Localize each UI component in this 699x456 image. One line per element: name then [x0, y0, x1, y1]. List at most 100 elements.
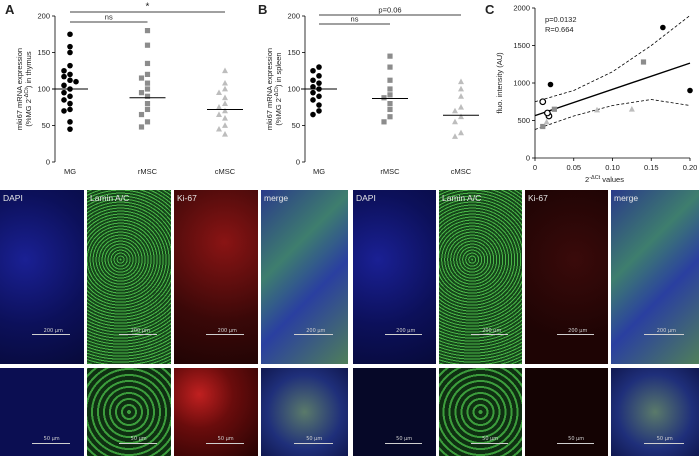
d-dapi-bottom: 50 μm — [0, 368, 84, 456]
data-point — [144, 60, 151, 67]
data-point — [316, 73, 322, 79]
data-point — [67, 106, 73, 113]
data-point — [216, 104, 222, 110]
data-point — [73, 78, 79, 85]
ci-upper-line — [534, 15, 691, 103]
data-point — [458, 113, 464, 120]
y-tick-label: 100 — [37, 85, 50, 94]
data-point — [67, 100, 73, 107]
y-axis-label: fluo. intensity (AU) — [495, 52, 504, 114]
data-point — [144, 86, 151, 92]
data-point — [67, 71, 73, 78]
e-lamin-bottom: 50 μm — [439, 368, 522, 456]
scale-bar-label: 200 μm — [130, 328, 150, 334]
micrograph-panel-d: DAPI 200 μm Lamin A/C 200 μm Ki-67 200 μm merg… — [0, 190, 348, 456]
e-dapi-top: DAPI 200 μm — [353, 190, 436, 364]
data-point — [628, 106, 635, 112]
scale-bar — [384, 443, 422, 444]
data-point — [61, 82, 67, 89]
data-point — [316, 108, 322, 114]
data-point — [387, 86, 393, 92]
data-point — [222, 100, 228, 106]
data-point — [222, 67, 228, 74]
data-point — [144, 101, 151, 107]
data-point — [381, 119, 387, 125]
data-point — [544, 109, 551, 117]
data-point — [67, 62, 73, 69]
scale-bar — [470, 443, 508, 444]
y-tick-label: 0 — [296, 158, 300, 167]
data-point — [547, 81, 554, 88]
data-point — [144, 119, 151, 125]
data-point — [387, 106, 393, 113]
y-axis-label-line1: mki67 mRNA expression — [15, 48, 24, 130]
data-point — [452, 107, 458, 114]
scale-bar-label: 50 μm — [306, 436, 323, 442]
channel-label: Lamin A/C — [90, 193, 130, 203]
data-point — [458, 93, 464, 99]
data-point — [316, 64, 322, 70]
data-point — [310, 111, 316, 118]
scale-bar-label: 200 μm — [656, 328, 676, 334]
data-point — [216, 89, 222, 96]
y-tick-label: 50 — [292, 121, 300, 130]
micrograph-panel-e: DAPI 200 μm Lamin A/C 200 μm Ki-67 200 μm merg… — [353, 190, 699, 456]
scale-bar-label: 50 μm — [482, 436, 499, 442]
panel-letter-b: B — [258, 2, 268, 17]
scale-bar — [294, 443, 334, 444]
data-point — [144, 28, 151, 34]
scale-bar-label: 50 μm — [43, 436, 60, 442]
e-merge-top: merge 200 μm — [611, 190, 699, 364]
data-point — [67, 93, 73, 100]
scale-bar-label: 50 μm — [130, 436, 147, 442]
d-dapi-top: DAPI 200 μm — [0, 190, 84, 364]
data-point — [61, 97, 67, 103]
data-point — [310, 67, 316, 74]
data-point — [144, 80, 151, 86]
data-point — [458, 78, 464, 85]
data-point — [458, 129, 464, 136]
data-point — [138, 75, 145, 81]
data-point — [316, 80, 322, 86]
chart-a-thymus: 0 50 100 150 200 mki67 mRNA expression (%MG 2-… — [15, 2, 243, 176]
data-point — [387, 64, 393, 70]
data-point — [138, 124, 145, 130]
data-point — [316, 93, 322, 100]
scale-bar-label: 200 μm — [482, 328, 502, 334]
scale-bar — [205, 334, 244, 335]
scale-bar-label: 200 μm — [396, 328, 416, 334]
y-tick-label: 100 — [287, 85, 300, 94]
x-category-label: MG — [313, 167, 325, 176]
data-point — [67, 119, 73, 125]
data-point — [687, 87, 693, 94]
data-point — [222, 94, 228, 101]
scale-bar — [644, 334, 685, 335]
scale-bar — [556, 334, 594, 335]
y-tick-label: 150 — [37, 48, 50, 57]
data-point — [67, 126, 73, 132]
y-tick-label: 50 — [42, 121, 50, 130]
data-point — [381, 95, 387, 101]
scale-bar-label: 200 μm — [43, 328, 63, 334]
data-point — [67, 49, 73, 56]
data-point — [144, 106, 151, 113]
scale-bar-label: 50 μm — [568, 436, 585, 442]
data-point — [61, 73, 67, 80]
data-point — [216, 111, 222, 117]
data-point — [310, 84, 316, 90]
d-merge-bottom: 50 μm — [261, 368, 348, 456]
data-point — [67, 31, 73, 38]
data-point — [222, 115, 228, 121]
y-tick-label: 1500 — [513, 41, 530, 50]
data-point — [458, 104, 464, 110]
significance-label: ns — [105, 13, 113, 22]
y-axis-label-line2: (%MG 2-ΔCt) in thymus — [24, 51, 33, 126]
x-category-label: cMSC — [215, 167, 236, 176]
data-point — [594, 106, 600, 113]
scale-bar — [31, 443, 70, 444]
x-tick-label: 0.05 — [566, 163, 581, 172]
x-axis-label: 2-ΔCt values — [585, 175, 624, 184]
channel-label: DAPI — [356, 193, 376, 203]
data-point — [540, 123, 546, 130]
scale-bar-label: 50 μm — [656, 436, 673, 442]
